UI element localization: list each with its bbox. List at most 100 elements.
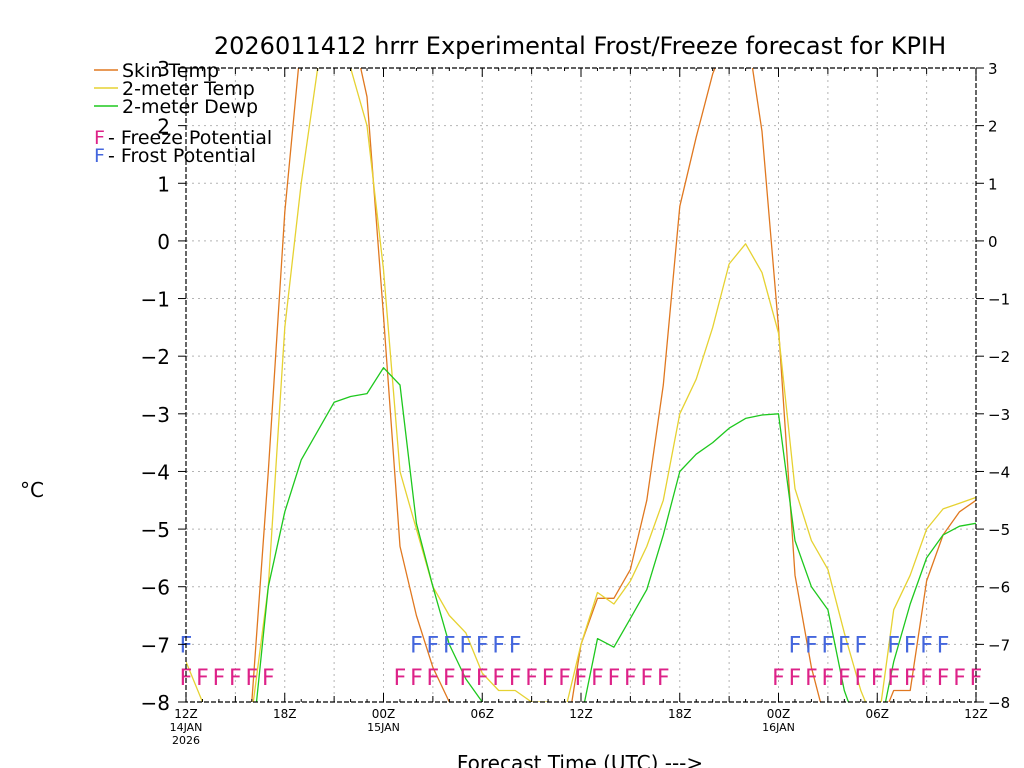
y-tick-label-right: −5 [988, 521, 1010, 539]
freeze-flag: F [196, 666, 209, 691]
frost-flag: F [789, 633, 802, 658]
y-tick-label-right: −2 [988, 348, 1010, 366]
legend-flag-label: - Frost Potential [108, 145, 256, 167]
legend-label: 2-meter Dewp [122, 96, 258, 118]
freeze-flag: F [805, 666, 818, 691]
freeze-flag: F [789, 666, 802, 691]
freeze-flag: F [591, 666, 604, 691]
y-tick-label-left: 2 [157, 115, 170, 139]
legend-label: 2-meter Temp [122, 78, 255, 100]
legend-flag-glyph: F [94, 145, 105, 167]
y-tick-label-left: 3 [157, 57, 170, 81]
x-tick-label: 12Z [569, 707, 593, 721]
legend-label: Skin Temp [122, 60, 219, 82]
x-tick-label: 06Z [471, 707, 495, 721]
x-tick-label: 18Z [668, 707, 692, 721]
freeze-flag: F [641, 666, 654, 691]
frost-flag: F [904, 633, 917, 658]
freeze-flag: F [657, 666, 670, 691]
freeze-flag: F [953, 666, 966, 691]
freeze-flag: F [822, 666, 835, 691]
y-tick-label-right: −7 [988, 636, 1010, 654]
y-tick-label-left: −7 [141, 633, 170, 657]
frost-flag: F [410, 633, 423, 658]
y-axis-ticks: 3 3 2 2 1 1 0 0 −1 −1 −2 −2 −3 −3 −4 −4 −5 −5 −6 −6 −7 −7 −8 −8 [141, 57, 1011, 715]
frost-flag: F [427, 633, 440, 658]
freeze-flag: F [509, 666, 522, 691]
freeze-flag: F [213, 666, 226, 691]
frost-flag: F [854, 633, 867, 658]
freeze-flag: F [427, 666, 440, 691]
y-tick-label-right: −4 [988, 463, 1010, 481]
freeze-flag: F [525, 666, 538, 691]
freeze-flag: F [459, 666, 472, 691]
frost-flag: F [822, 633, 835, 658]
freeze-flag: F [476, 666, 489, 691]
freeze-flag: F [854, 666, 867, 691]
y-tick-label-left: −4 [141, 460, 170, 484]
y-tick-label-right: −8 [988, 694, 1010, 712]
grid-lines [186, 68, 976, 702]
x-tick-label: 06Z [866, 707, 890, 721]
frost-flag: F [443, 633, 456, 658]
y-tick-label-left: −5 [141, 518, 170, 542]
series-lines [186, 68, 976, 702]
y-tick-label-left: −2 [141, 345, 170, 369]
legend-flag-label: - Freeze Potential [108, 127, 272, 149]
frost-flag: F [459, 633, 472, 658]
y-tick-label-right: −3 [988, 406, 1010, 424]
freeze-flag: F [920, 666, 933, 691]
frost-flag: F [838, 633, 851, 658]
x-tick-label: 00Z [767, 707, 791, 721]
x-axis-label: Forecast Time (UTC) ---> [457, 751, 703, 768]
freeze-flag: F [904, 666, 917, 691]
x-tick-date: 15JAN [367, 721, 400, 734]
potential-flags: F F F F F F F F F F F F F F F F FF F F F F F F F F F F F F F F F F F F F F F F… [180, 633, 983, 691]
x-tick-date: 14JAN [170, 721, 203, 734]
x-tick-year: 2026 [172, 734, 200, 747]
y-tick-label-right: 1 [988, 175, 998, 193]
y-tick-label-left: −6 [141, 576, 170, 600]
freeze-flag: F [443, 666, 456, 691]
x-tick-date: 16JAN [762, 721, 795, 734]
y-tick-label-left: −1 [141, 288, 170, 312]
freeze-flag: F [838, 666, 851, 691]
y-tick-label-right: −1 [988, 291, 1010, 309]
frost-flag: F [805, 633, 818, 658]
freeze-flag: F [937, 666, 950, 691]
y-axis-label: °C [20, 478, 44, 502]
freeze-flag: F [887, 666, 900, 691]
x-tick-label: 12Z [174, 707, 198, 721]
freeze-flag: F [394, 666, 407, 691]
frost-flag: F [887, 633, 900, 658]
x-tick-label: 00Z [372, 707, 396, 721]
chart-title: 2026011412 hrrr Experimental Frost/Freez… [214, 32, 946, 60]
frost-flag: F [920, 633, 933, 658]
freeze-flag: F [542, 666, 555, 691]
freeze-flag: F [558, 666, 571, 691]
x-tick-label: 18Z [273, 707, 297, 721]
y-tick-label-right: 3 [988, 60, 998, 78]
frost-flag: F [509, 633, 522, 658]
y-tick-label-right: 0 [988, 233, 998, 251]
series-line-2-meter-dewp [255, 367, 976, 702]
frost-flag: F [476, 633, 489, 658]
legend-flag-glyph: F [94, 127, 105, 149]
freeze-flag: F [246, 666, 259, 691]
freeze-flag: F [608, 666, 621, 691]
frost-flag: F [937, 633, 950, 658]
freeze-flag: F [492, 666, 505, 691]
x-tick-label: 12Z [964, 707, 988, 721]
freeze-flag: F [871, 666, 884, 691]
frost-flag: F [492, 633, 505, 658]
series-line-2-meter-temp [186, 68, 976, 702]
freeze-flag: F [575, 666, 588, 691]
y-tick-label-right: −6 [988, 579, 1010, 597]
freeze-flag: F [410, 666, 423, 691]
y-tick-label-left: 1 [157, 172, 170, 196]
y-tick-label-right: 2 [988, 118, 998, 136]
y-tick-label-left: 0 [157, 230, 170, 254]
